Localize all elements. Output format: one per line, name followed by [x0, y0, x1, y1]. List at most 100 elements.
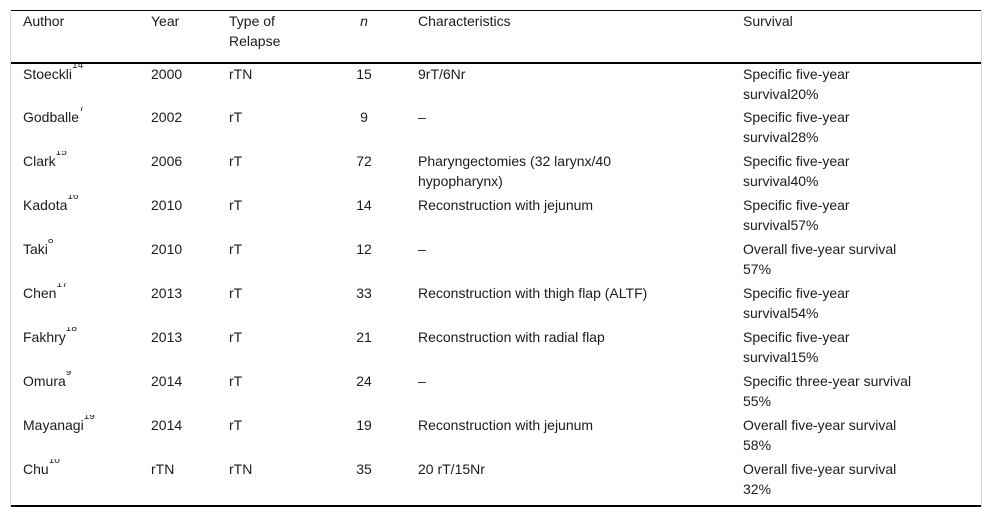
reference-superscript: 8 — [47, 238, 54, 247]
author-cell: Fakhry18 — [11, 327, 151, 371]
n-cell: 72 — [356, 152, 372, 169]
author-cell: Clark15 — [11, 151, 151, 195]
author-cell: Kadota16 — [11, 195, 151, 239]
relapse-type-cell: rT — [229, 372, 243, 389]
author-cell: Taki8 — [11, 239, 151, 283]
year-cell: 2014 — [151, 372, 183, 389]
survival-cell: Specific five-year survival57% — [743, 196, 850, 233]
year-cell: 2013 — [151, 284, 183, 301]
reference-superscript: 18 — [65, 326, 77, 335]
table-row: Godballe7 2002 rT 9 – Specific five-year… — [11, 107, 981, 151]
survival-cell: Overall five-year survival 58% — [743, 416, 897, 453]
table-row: Kadota16 2010 rT 14 Reconstruction with … — [11, 195, 981, 239]
relapse-type-cell: rTN — [229, 65, 253, 82]
characteristics-cell: 9rT/6Nr — [418, 65, 466, 82]
author-name: Fakhry — [23, 328, 66, 345]
column-header-relapse-type: Type of Relapse — [229, 10, 341, 64]
author-name: Taki — [23, 240, 48, 257]
survival-cell: Specific five-year survival54% — [743, 284, 850, 321]
author-name: Stoeckli — [23, 65, 73, 82]
survival-cell: Specific five-year survival28% — [743, 108, 850, 145]
author-cell: Mayanagi19 — [11, 415, 151, 459]
n-cell: 9 — [360, 108, 368, 125]
relapse-type-cell: rT — [229, 284, 243, 301]
relapse-type-cell: rT — [229, 152, 243, 169]
relapse-type-cell: rT — [229, 328, 243, 345]
column-header-year: Year — [151, 10, 229, 64]
author-name: Godballe — [23, 108, 80, 125]
n-cell: 12 — [356, 240, 372, 257]
author-name: Kadota — [23, 196, 68, 213]
table-row: Mayanagi19 2014 rT 19 Reconstruction wit… — [11, 415, 981, 459]
year-cell: 2000 — [151, 65, 183, 82]
n-cell: 33 — [356, 284, 372, 301]
characteristics-cell: Reconstruction with jejunum — [418, 196, 594, 213]
column-header-n: n — [341, 10, 397, 64]
author-name: Chen — [23, 284, 57, 301]
characteristics-cell: Pharyngectomies (32 larynx/40 hypopharyn… — [418, 152, 611, 189]
n-cell: 24 — [356, 372, 372, 389]
author-cell: Stoeckli14 — [11, 63, 151, 107]
column-header-author: Author — [11, 10, 151, 64]
n-cell: 35 — [341, 458, 397, 507]
n-cell: 19 — [356, 416, 372, 433]
year-cell: rTN — [151, 458, 229, 507]
characteristics-cell: Reconstruction with jejunum — [418, 416, 594, 433]
author-name: Omura — [23, 372, 66, 389]
table-row: Omura9 2014 rT 24 – Specific three-year … — [11, 371, 981, 415]
relapse-type-cell: rTN — [229, 458, 341, 507]
characteristics-cell: – — [418, 108, 426, 125]
table-header: Author Year Type of Relapse n Characteri… — [11, 10, 981, 64]
reference-superscript: 15 — [55, 150, 67, 159]
table-row: Stoeckli14 2000 rTN 15 9rT/6Nr Specific … — [11, 63, 981, 107]
reference-superscript: 7 — [79, 106, 85, 115]
column-header-survival: Survival — [731, 10, 981, 64]
relapse-type-cell: rT — [229, 416, 243, 433]
table-body: Stoeckli14 2000 rTN 15 9rT/6Nr Specific … — [11, 63, 981, 507]
author-name: Chu — [23, 460, 49, 477]
author-cell: Chen17 — [11, 283, 151, 327]
survival-cell: Overall five-year survival 57% — [743, 240, 897, 277]
studies-table-figure: Author Year Type of Relapse n Characteri… — [10, 10, 982, 507]
author-name: Mayanagi — [23, 416, 84, 433]
author-cell: Chu10 — [11, 458, 151, 507]
characteristics-cell: – — [418, 240, 426, 257]
table-row: Fakhry18 2013 rT 21 Reconstruction with … — [11, 327, 981, 371]
table-row: Chu10 rTN rTN 35 20 rT/15Nr Overall five… — [11, 458, 981, 507]
characteristics-cell: Reconstruction with thigh flap (ALTF) — [418, 284, 648, 301]
table-row: Chen17 2013 rT 33 Reconstruction with th… — [11, 283, 981, 327]
reference-superscript: 19 — [83, 414, 95, 423]
survival-cell: Specific five-year survival40% — [743, 152, 850, 189]
studies-table: Author Year Type of Relapse n Characteri… — [11, 10, 981, 507]
reference-superscript: 16 — [67, 194, 79, 203]
relapse-type-cell: rT — [229, 108, 243, 125]
n-cell: 15 — [356, 65, 372, 82]
relapse-type-cell: rT — [229, 240, 243, 257]
survival-cell: Specific three-year survival 55% — [743, 372, 912, 409]
reference-superscript: 10 — [48, 458, 60, 467]
n-cell: 21 — [356, 328, 372, 345]
characteristics-cell: 20 rT/15Nr — [397, 458, 731, 507]
characteristics-cell: – — [418, 372, 426, 389]
table-row: Clark15 2006 rT 72 Pharyngectomies (32 l… — [11, 151, 981, 195]
author-cell: Omura9 — [11, 371, 151, 415]
reference-superscript: 9 — [65, 370, 72, 379]
year-cell: 2006 — [151, 152, 183, 169]
column-header-characteristics: Characteristics — [397, 10, 731, 64]
year-cell: 2010 — [151, 240, 183, 257]
year-cell: 2014 — [151, 416, 183, 433]
survival-cell: Specific five-year survival20% — [743, 65, 850, 102]
header-row: Author Year Type of Relapse n Characteri… — [11, 10, 981, 64]
year-cell: 2013 — [151, 328, 183, 345]
reference-superscript: 14 — [72, 62, 84, 72]
year-cell: 2002 — [151, 108, 183, 125]
relapse-type-cell: rT — [229, 196, 243, 213]
year-cell: 2010 — [151, 196, 183, 213]
survival-cell: Overall five-year survival 32% — [731, 458, 981, 507]
reference-superscript: 17 — [56, 282, 68, 291]
survival-cell: Specific five-year survival15% — [743, 328, 850, 365]
n-cell: 14 — [356, 196, 372, 213]
author-name: Clark — [23, 152, 56, 169]
characteristics-cell: Reconstruction with radial flap — [418, 328, 605, 345]
